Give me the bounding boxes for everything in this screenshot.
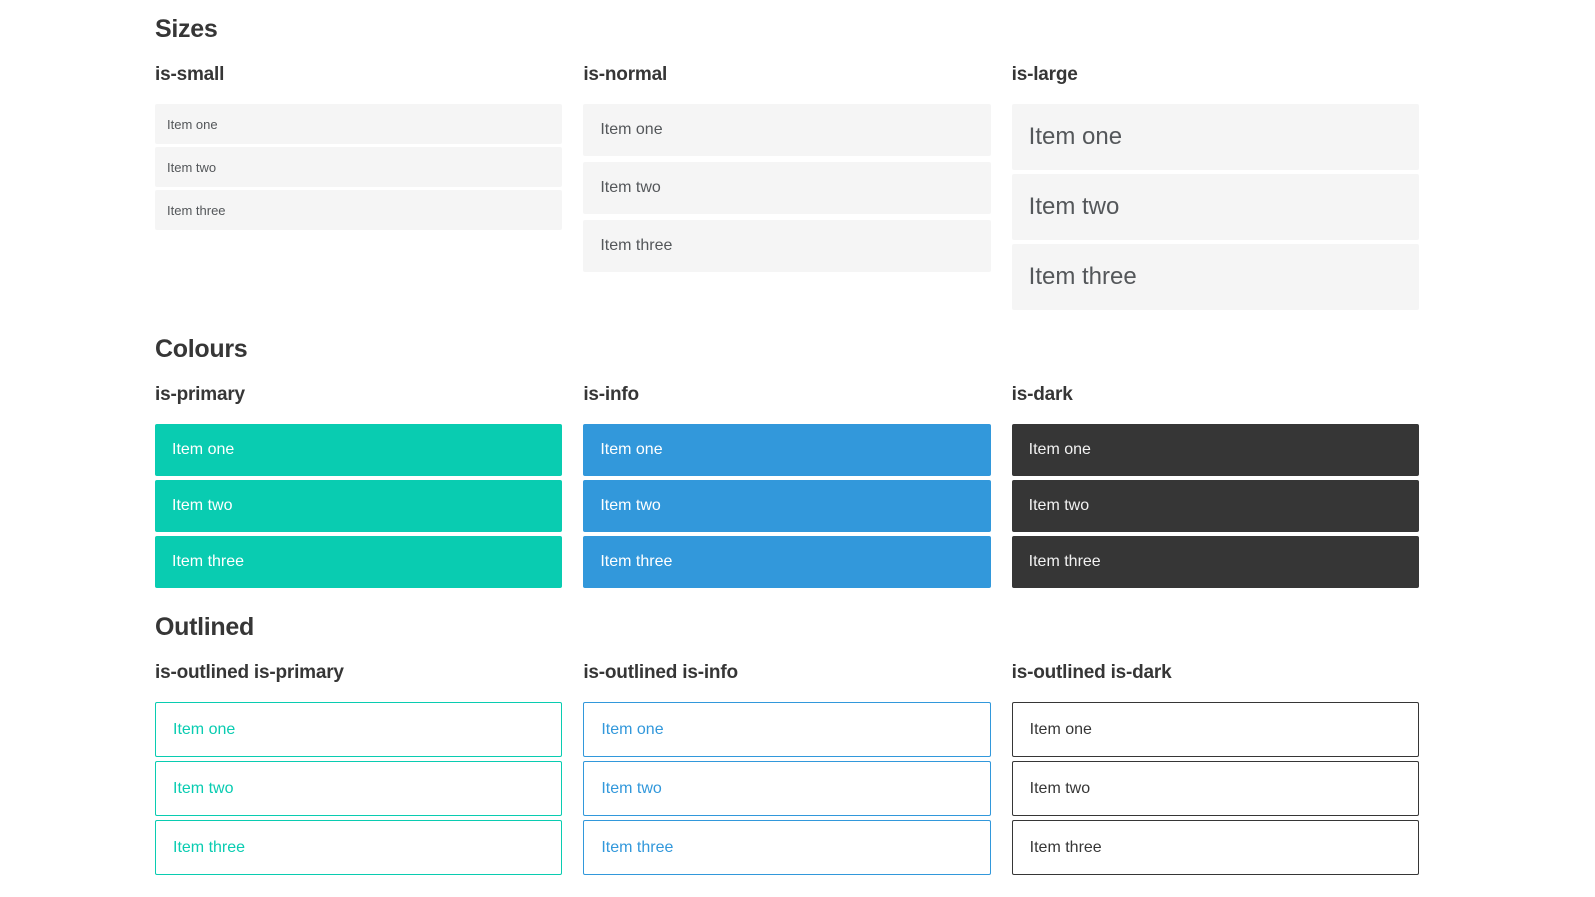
- list-item[interactable]: Item three: [583, 220, 991, 272]
- item-list-dark: Item one Item two Item three: [1011, 424, 1419, 588]
- list-item[interactable]: Item three: [155, 536, 563, 588]
- group-label-is-outlined-is-primary: is-outlined is-primary: [155, 662, 344, 683]
- list-item[interactable]: Item two: [1011, 761, 1419, 816]
- list-item[interactable]: Item two: [1011, 480, 1419, 532]
- list-item[interactable]: Item one: [583, 104, 991, 156]
- list-item[interactable]: Item three: [1011, 820, 1419, 875]
- list-item[interactable]: Item three: [1011, 244, 1419, 310]
- list-item[interactable]: Item two: [583, 480, 991, 532]
- list-item[interactable]: Item two: [1011, 174, 1419, 240]
- group-is-large: is-large Item one Item two Item three: [1011, 63, 1419, 314]
- item-list-primary: Item one Item two Item three: [155, 424, 563, 588]
- item-list-normal: Item one Item two Item three: [583, 104, 991, 272]
- item-list-info: Item one Item two Item three: [583, 424, 991, 588]
- group-label-is-outlined-is-dark: is-outlined is-dark: [1011, 662, 1172, 683]
- list-item[interactable]: Item one: [1011, 424, 1419, 476]
- item-list-small: Item one Item two Item three: [155, 104, 563, 230]
- section-colours: Colours is-primary Item one Item two Ite…: [155, 334, 1419, 592]
- colours-row: is-primary Item one Item two Item three …: [155, 383, 1419, 592]
- list-item[interactable]: Item three: [1011, 536, 1419, 588]
- outlined-row: is-outlined is-primary Item one Item two…: [155, 661, 1419, 879]
- section-outlined: Outlined is-outlined is-primary Item one…: [155, 612, 1419, 879]
- group-is-dark: is-dark Item one Item two Item three: [1011, 383, 1419, 592]
- group-label-is-small: is-small: [155, 64, 225, 85]
- item-list-outlined-info: Item one Item two Item three: [583, 702, 991, 875]
- list-item[interactable]: Item three: [155, 820, 563, 875]
- group-is-outlined-is-primary: is-outlined is-primary Item one Item two…: [155, 661, 563, 879]
- group-label-is-large: is-large: [1011, 64, 1078, 85]
- item-list-outlined-primary: Item one Item two Item three: [155, 702, 563, 875]
- group-is-outlined-is-info: is-outlined is-info Item one Item two It…: [583, 661, 991, 879]
- list-item[interactable]: Item one: [583, 702, 991, 757]
- group-label-is-primary: is-primary: [155, 384, 245, 405]
- item-list-large: Item one Item two Item three: [1011, 104, 1419, 310]
- section-sizes: Sizes is-small Item one Item two Item th…: [155, 14, 1419, 314]
- section-title-colours: Colours: [155, 335, 248, 363]
- group-is-primary: is-primary Item one Item two Item three: [155, 383, 563, 592]
- list-item[interactable]: Item two: [155, 147, 563, 187]
- group-label-is-normal: is-normal: [583, 64, 668, 85]
- list-item[interactable]: Item three: [583, 820, 991, 875]
- item-list-outlined-dark: Item one Item two Item three: [1011, 702, 1419, 875]
- list-item[interactable]: Item three: [583, 536, 991, 588]
- group-is-outlined-is-dark: is-outlined is-dark Item one Item two It…: [1011, 661, 1419, 879]
- list-item[interactable]: Item one: [583, 424, 991, 476]
- list-item[interactable]: Item one: [1011, 104, 1419, 170]
- section-title-sizes: Sizes: [155, 15, 218, 43]
- list-item[interactable]: Item three: [155, 190, 563, 230]
- group-is-small: is-small Item one Item two Item three: [155, 63, 563, 233]
- group-label-is-outlined-is-info: is-outlined is-info: [583, 662, 738, 683]
- list-item[interactable]: Item one: [1011, 702, 1419, 757]
- list-item[interactable]: Item two: [155, 480, 563, 532]
- list-item[interactable]: Item one: [155, 104, 563, 144]
- list-item[interactable]: Item one: [155, 702, 563, 757]
- section-title-outlined: Outlined: [155, 613, 254, 641]
- group-label-is-info: is-info: [583, 384, 639, 405]
- list-item[interactable]: Item one: [155, 424, 563, 476]
- group-is-info: is-info Item one Item two Item three: [583, 383, 991, 592]
- list-item[interactable]: Item two: [583, 761, 991, 816]
- list-item[interactable]: Item two: [155, 761, 563, 816]
- group-label-is-dark: is-dark: [1011, 384, 1073, 405]
- sizes-row: is-small Item one Item two Item three is…: [155, 63, 1419, 314]
- list-item[interactable]: Item two: [583, 162, 991, 214]
- group-is-normal: is-normal Item one Item two Item three: [583, 63, 991, 278]
